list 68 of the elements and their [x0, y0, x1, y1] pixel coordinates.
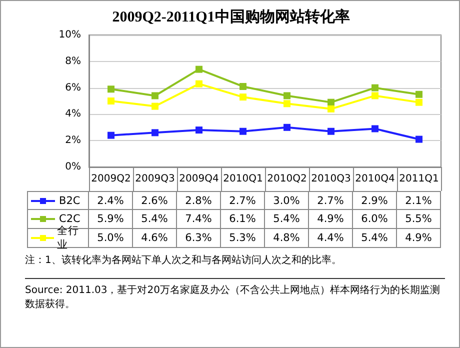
- data-label: 2.6%: [133, 191, 177, 210]
- data-label: 4.8%: [265, 229, 309, 248]
- x-tick-label: 2010Q4: [355, 174, 395, 184]
- data-label: 5.3%: [221, 229, 265, 248]
- point: [196, 126, 202, 134]
- point: [240, 82, 246, 90]
- point: [372, 92, 378, 100]
- data-label: 4.9%: [397, 229, 441, 248]
- data-label: 2.4%: [89, 191, 133, 210]
- point: [328, 128, 334, 135]
- data-label: 5.4%: [265, 210, 309, 229]
- point: [108, 86, 114, 93]
- data-label: 4.4%: [309, 229, 353, 248]
- data-label: 3.0%: [265, 191, 309, 210]
- point: [372, 125, 378, 132]
- data-label: 5.5%: [397, 210, 441, 229]
- point: [328, 105, 334, 112]
- data-label: 2.9%: [353, 191, 397, 210]
- point: [416, 98, 422, 106]
- x-tick-label: 2010Q3: [311, 174, 351, 184]
- data-label: 6.1%: [221, 210, 265, 229]
- point: [240, 94, 246, 101]
- data-label: 7.4%: [177, 210, 221, 229]
- x-tick-label: 2010Q2: [267, 174, 307, 184]
- data-label: 6.3%: [177, 229, 221, 248]
- point: [196, 66, 202, 73]
- data-label: 2.7%: [309, 191, 353, 210]
- y-tick-label: 6%: [65, 82, 81, 94]
- point: [152, 129, 158, 136]
- point: [240, 128, 246, 135]
- point: [416, 90, 422, 98]
- x-tick-label: 2011Q1: [399, 174, 439, 184]
- point: [152, 102, 158, 110]
- data-label: 2.1%: [397, 191, 441, 210]
- legend-label: B2C: [59, 194, 80, 206]
- y-tick-label: 10%: [58, 30, 81, 40]
- data-label: 4.6%: [133, 229, 177, 248]
- point: [372, 84, 378, 92]
- data-label: 6.0%: [353, 210, 397, 229]
- y-tick-label: 8%: [65, 56, 81, 67]
- legend-label: 全行业: [57, 224, 80, 252]
- point: [108, 98, 114, 104]
- data-label: 5.9%: [89, 210, 133, 229]
- data-label: 5.0%: [89, 229, 133, 248]
- point: [328, 98, 334, 106]
- chart-title: 2009Q2-2011Q1中国购物网站转化率: [112, 8, 350, 26]
- data-label: 2.7%: [221, 191, 265, 210]
- point: [284, 124, 290, 131]
- data-label: 5.4%: [133, 210, 177, 229]
- point: [284, 100, 290, 108]
- data-label: 5.4%: [353, 229, 397, 248]
- x-tick-label: 2009Q2: [91, 174, 131, 184]
- point: [108, 132, 114, 139]
- x-tick-label: 2009Q4: [179, 174, 219, 184]
- data-label: 4.9%: [309, 210, 353, 229]
- source-note: Source: 2011.03，基于对20万名家庭及办公（不含公共上网地点）样本网络行为的长期监测数据获得。: [25, 278, 445, 312]
- legend-label: C2C: [59, 213, 80, 225]
- point: [284, 92, 290, 100]
- text: 注：1、该转化率为各网站下单人次之和与各网站访问人次之和的比率。: [25, 254, 342, 268]
- y-tick-label: 4%: [65, 108, 81, 120]
- x-tick-label: 2009Q3: [135, 174, 175, 184]
- point: [196, 80, 202, 88]
- point: [152, 92, 158, 100]
- x-tick-label: 2010Q1: [223, 174, 263, 184]
- data-label: 2.8%: [177, 191, 221, 210]
- y-tick-label: 2%: [65, 135, 81, 146]
- point: [416, 136, 422, 143]
- y-tick-label: 0%: [65, 162, 81, 172]
